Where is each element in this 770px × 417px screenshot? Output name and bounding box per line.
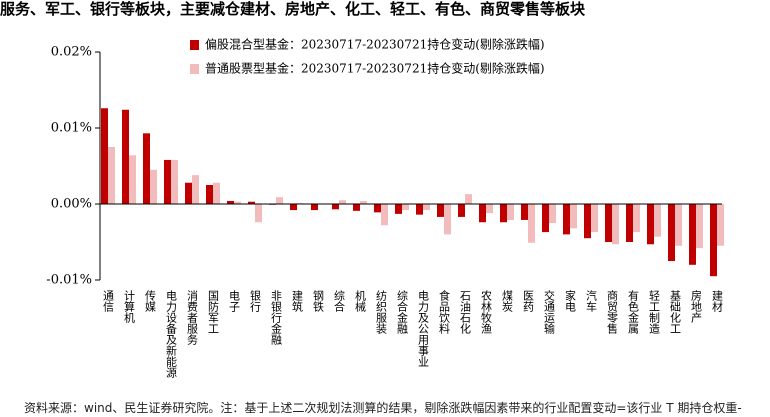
bar — [647, 204, 654, 245]
header-text: 服务、军工、银行等板块，主要减仓建材、房地产、化工、轻工、有色、商贸零售等板块 — [0, 0, 586, 18]
bar — [101, 108, 108, 204]
x-tick-label: 建筑 — [291, 289, 304, 312]
x-tick-label: 建材 — [711, 289, 724, 312]
bar — [633, 204, 640, 233]
legend-swatch — [190, 40, 199, 50]
x-tick-label: 电力及公用事业 — [417, 290, 430, 367]
bar — [626, 204, 633, 242]
x-tick-label: 商贸零售 — [606, 289, 619, 335]
bar — [332, 204, 339, 210]
x-tick-label: 石油石化 — [459, 290, 472, 335]
bar — [717, 204, 724, 246]
x-tick-label: 基础化工 — [669, 290, 682, 334]
bar — [206, 185, 213, 204]
bar — [150, 169, 157, 204]
x-tick-label: 国防军工 — [207, 290, 220, 334]
bar — [185, 182, 192, 204]
bar — [549, 204, 556, 223]
x-tick-label: 非银行金融 — [270, 290, 283, 346]
bar — [591, 204, 598, 233]
bar — [444, 204, 451, 235]
bar — [129, 155, 136, 204]
x-tick-label: 钢铁 — [312, 290, 325, 312]
x-tick-label: 有色金属 — [627, 289, 640, 335]
x-tick-label: 农林牧渔 — [480, 289, 493, 335]
legend-swatch — [190, 64, 199, 74]
y-tick-label: 0.02% — [51, 45, 92, 60]
bar — [108, 147, 115, 204]
bar — [668, 204, 675, 261]
bar — [563, 204, 570, 235]
bar — [479, 204, 486, 223]
bar — [465, 194, 472, 204]
bar — [192, 175, 199, 204]
bar — [654, 204, 661, 237]
bar — [143, 133, 150, 204]
bar — [584, 204, 591, 239]
bar — [689, 204, 696, 265]
x-tick-label: 医药 — [522, 290, 535, 313]
x-tick-label: 交通运输 — [543, 289, 556, 335]
bar — [164, 159, 171, 204]
x-tick-label: 电子 — [228, 290, 241, 312]
y-tick-label: 0.01% — [51, 121, 92, 136]
x-tick-label: 轻工制造 — [648, 289, 661, 334]
bar — [171, 159, 178, 204]
x-tick-label: 家电 — [564, 289, 577, 312]
x-tick-label: 综合 — [333, 289, 346, 312]
bar — [458, 204, 465, 217]
bar — [395, 204, 402, 214]
bar — [276, 197, 283, 204]
bar — [500, 204, 507, 223]
bar — [290, 204, 297, 211]
x-tick-label: 计算机 — [123, 290, 136, 323]
bar — [521, 204, 528, 220]
bar — [612, 204, 619, 245]
bar — [255, 204, 262, 223]
x-tick-label: 房地产 — [690, 290, 703, 324]
bar — [381, 204, 388, 226]
bar — [675, 204, 682, 246]
x-tick-label: 食品饮料 — [438, 289, 451, 335]
bar — [423, 204, 430, 211]
bar — [437, 204, 444, 217]
bar — [234, 201, 241, 204]
x-tick-label: 通信 — [102, 290, 115, 313]
bar — [311, 204, 318, 211]
x-tick-label: 汽车 — [585, 289, 598, 313]
x-tick-label: 机械 — [354, 289, 367, 313]
y-tick-label: -0.01% — [46, 273, 92, 288]
x-tick-label: 银行 — [249, 289, 262, 313]
bar — [339, 200, 346, 204]
bar — [416, 204, 423, 215]
bar — [696, 204, 703, 249]
y-tick-label: 0.00% — [51, 197, 92, 212]
x-tick-label: 电力设备及新能源 — [165, 290, 178, 379]
bar — [213, 182, 220, 204]
x-tick-label: 综合金融 — [396, 289, 409, 335]
bar — [402, 204, 409, 211]
x-tick-label: 传媒 — [144, 290, 157, 313]
source-note: 资料来源：wind、民生证券研究院。注：基于上述二次规划法测算的结果，剔除涨跌幅… — [24, 400, 742, 415]
x-tick-label: 煤炭 — [501, 290, 514, 313]
bar — [507, 204, 514, 220]
bar — [353, 204, 360, 211]
x-tick-label: 纺织服装 — [375, 289, 388, 335]
bar — [710, 204, 717, 277]
x-tick-label: 消费者服务 — [186, 289, 199, 345]
bar — [360, 200, 367, 204]
bar — [374, 204, 381, 213]
bar — [486, 204, 493, 214]
bar — [227, 200, 234, 204]
legend-label: 普通股票型基金：20230717-20230721持仓变动(剔除涨跌幅) — [205, 61, 545, 76]
bar — [570, 204, 577, 229]
bar — [528, 204, 535, 243]
bar — [605, 204, 612, 242]
legend-label: 偏股混合型基金：20230717-20230721持仓变动(剔除涨跌幅) — [205, 37, 545, 52]
bar — [248, 201, 255, 204]
bar — [122, 109, 129, 204]
bar — [542, 204, 549, 233]
